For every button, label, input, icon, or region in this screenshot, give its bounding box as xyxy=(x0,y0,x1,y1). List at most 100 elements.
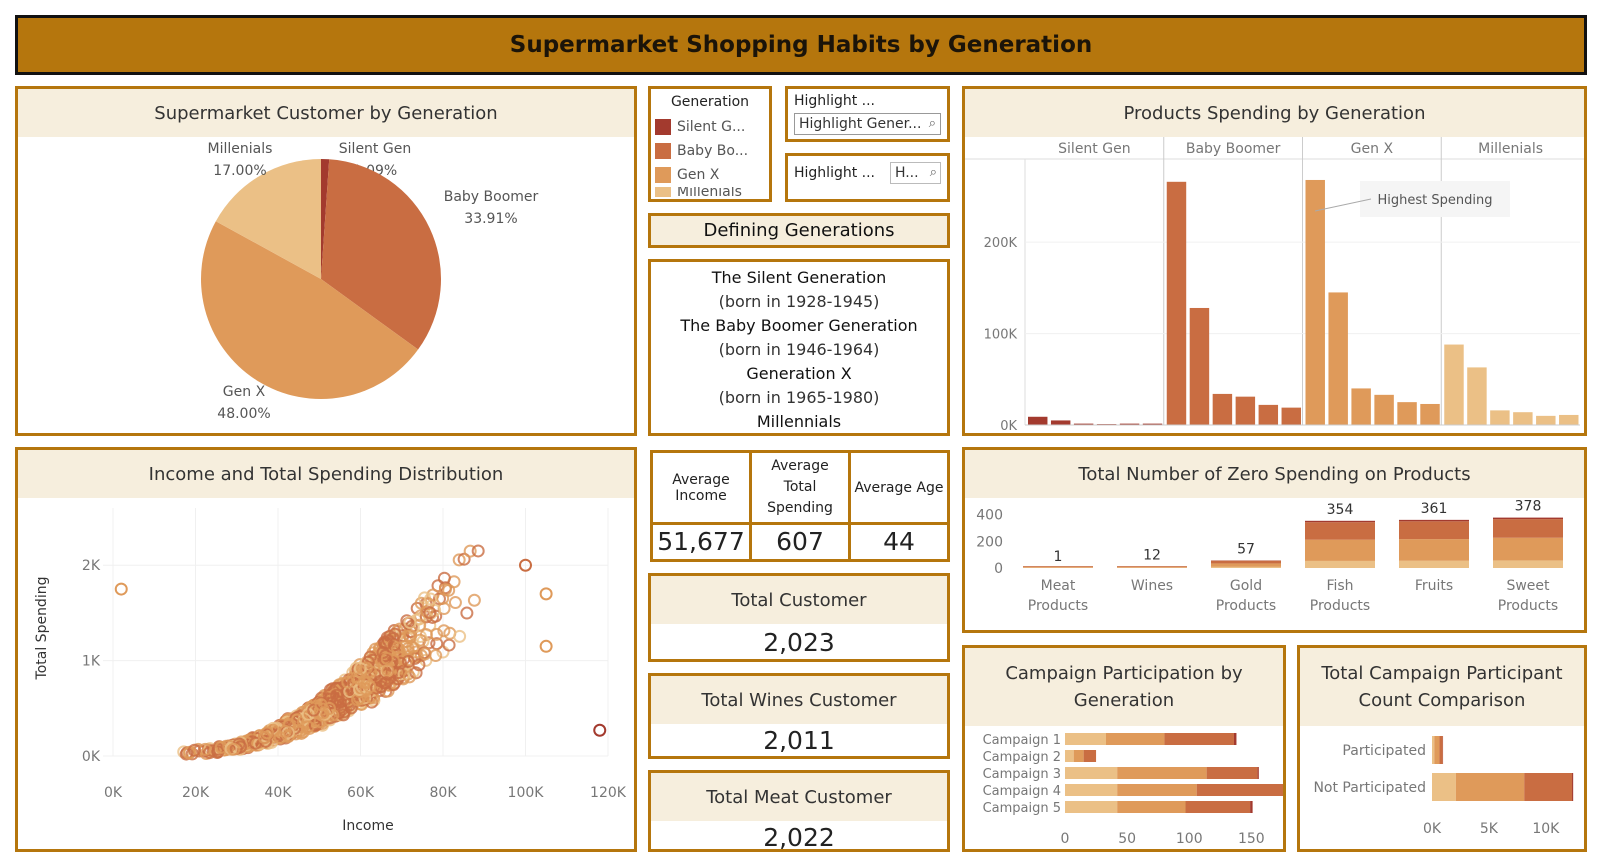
legend-swatch-millenials xyxy=(655,187,671,197)
scatter-point xyxy=(409,666,423,680)
pie-label-name: Silent Gen xyxy=(339,141,411,157)
legend-item-genx[interactable]: Gen X xyxy=(651,163,769,187)
x-tick-label: 50 xyxy=(1118,831,1136,847)
legend-item-millenials[interactable]: Millenials xyxy=(651,187,769,197)
scatter-point xyxy=(379,636,393,650)
pie-slice-millenials xyxy=(215,159,321,279)
bar-baby-boomer xyxy=(1189,307,1210,425)
avg-spending-label: Average Total Spending xyxy=(752,453,848,525)
scatter-point xyxy=(401,654,415,668)
group-label: Silent Gen xyxy=(1058,141,1130,157)
participant-bar-segment xyxy=(1432,736,1435,764)
bar-silent-gen xyxy=(1142,423,1163,425)
highlight-2-label: Highlight ... xyxy=(794,165,876,181)
scatter-point xyxy=(381,664,395,678)
scatter-point xyxy=(314,698,328,712)
x-tick-label: 80K xyxy=(430,785,458,801)
bar-gen-x xyxy=(1351,388,1371,425)
avg-age-label: Average Age xyxy=(851,453,947,525)
x-tick-label: Products xyxy=(1498,598,1558,614)
scatter-point xyxy=(352,671,366,685)
campaign-bar-segment xyxy=(1117,767,1207,779)
bar-baby-boomer xyxy=(1212,393,1233,425)
defining-line-3: The Baby Boomer Generation xyxy=(680,316,918,335)
bar-gen-x xyxy=(1420,403,1440,425)
zero-bar-segment xyxy=(1493,560,1563,568)
campaign-bar-segment xyxy=(1065,784,1118,796)
pie-label-name: Baby Boomer xyxy=(444,189,539,205)
averages-panel: Average Income 51,677 Average Total Spen… xyxy=(650,450,950,562)
y-tick-label: 0 xyxy=(994,561,1003,577)
campaign-bar-segment xyxy=(1106,733,1165,745)
highlight-1-input[interactable]: Highlight Gener... ⌕ xyxy=(794,113,941,135)
zero-bar-segment xyxy=(1493,537,1563,561)
highlight-panel-1: Highlight ... Highlight Gener... ⌕ xyxy=(785,86,950,142)
bar-gen-x xyxy=(1374,394,1394,425)
scatter-point xyxy=(453,629,467,643)
total-wines-label: Total Wines Customer xyxy=(651,676,947,724)
scatter-point xyxy=(448,596,462,610)
zero-spending-panel: Total Number of Zero Spending on Product… xyxy=(962,447,1587,633)
bar-baby-boomer xyxy=(1166,181,1187,425)
campaign-bar-segment xyxy=(1185,801,1251,813)
defining-body-panel: The Silent Generation (born in 1928-1945… xyxy=(648,259,950,436)
pie-title: Supermarket Customer by Generation xyxy=(18,89,634,137)
avg-age-value: 44 xyxy=(883,527,915,556)
campaign-label: Campaign 2 xyxy=(983,750,1061,765)
scatter-point xyxy=(323,692,337,706)
participant-bar-segment xyxy=(1439,736,1443,764)
zero-bar-segment xyxy=(1117,566,1187,568)
highlight-1-value: Highlight Gener... xyxy=(799,116,922,132)
y-tick-label: 0K xyxy=(82,749,101,765)
campaign-bar-segment xyxy=(1117,801,1186,813)
bar-millenials xyxy=(1467,367,1487,425)
bar-millenials xyxy=(1444,344,1464,425)
y-tick-label: 2K xyxy=(82,558,101,574)
dashboard-title: Supermarket Shopping Habits by Generatio… xyxy=(15,15,1587,75)
defining-line-7: Millennials xyxy=(756,412,842,431)
zero-bar-segment xyxy=(1305,560,1375,568)
scatter-point xyxy=(390,641,404,655)
scatter-point xyxy=(424,592,438,606)
avg-income-value: 51,677 xyxy=(657,527,745,556)
legend-item-boomer[interactable]: Baby Bo... xyxy=(651,139,769,163)
y-tick-label: 0K xyxy=(1000,419,1017,433)
y-tick-label: 100K xyxy=(984,328,1018,343)
legend-swatch-boomer xyxy=(655,143,671,159)
zero-spending-chart: 0 200 400 1 Meat Products 12 Wines 57 Gold Product… xyxy=(976,499,1563,614)
scatter-point xyxy=(418,647,432,661)
defining-title: Defining Generations xyxy=(703,220,895,241)
highlight-2-input[interactable]: H... ⌕ xyxy=(889,162,941,184)
products-spending-panel: Products Spending by Generation Silent G… xyxy=(962,86,1587,436)
total-wines-value: 2,011 xyxy=(763,726,835,755)
y-tick-label: 200 xyxy=(976,534,1003,550)
pie-label-value: 48.00% xyxy=(217,406,270,422)
x-tick-label: Products xyxy=(1216,598,1276,614)
bar-baby-boomer xyxy=(1235,396,1256,425)
x-tick-label: 5K xyxy=(1480,821,1499,837)
zero-bar-segment xyxy=(1211,560,1281,564)
x-tick-label: 10K xyxy=(1532,821,1560,837)
x-tick-label: 0 xyxy=(1061,831,1070,847)
bar-gen-x xyxy=(1328,292,1348,425)
campaign-panel: Campaign Participation by Generation Cam… xyxy=(962,645,1286,852)
x-tick-label: 0K xyxy=(1423,821,1442,837)
campaign-bar-segment xyxy=(1065,801,1118,813)
bar-silent-gen xyxy=(1073,423,1094,425)
x-tick-label: 40K xyxy=(265,785,293,801)
zero-bar-segment xyxy=(1211,566,1281,568)
bar-millenials xyxy=(1490,410,1510,425)
x-tick-label: 120K xyxy=(590,785,627,801)
defining-line-5: Generation X xyxy=(746,364,852,383)
avg-income-label: Average Income xyxy=(653,453,749,525)
scatter-point xyxy=(363,680,377,694)
legend-item-silent[interactable]: Silent G... xyxy=(651,115,769,139)
pie-slice-silent-gen xyxy=(321,159,330,279)
group-label: Millenials xyxy=(1478,141,1543,157)
campaign-bar-segment xyxy=(1250,801,1253,813)
campaign-bar-segment xyxy=(1233,733,1237,745)
total-customer-label: Total Customer xyxy=(651,576,947,624)
scatter-point xyxy=(437,624,451,638)
pie-panel: Supermarket Customer by Generation Silen… xyxy=(15,86,637,436)
scatter-point xyxy=(402,629,416,643)
